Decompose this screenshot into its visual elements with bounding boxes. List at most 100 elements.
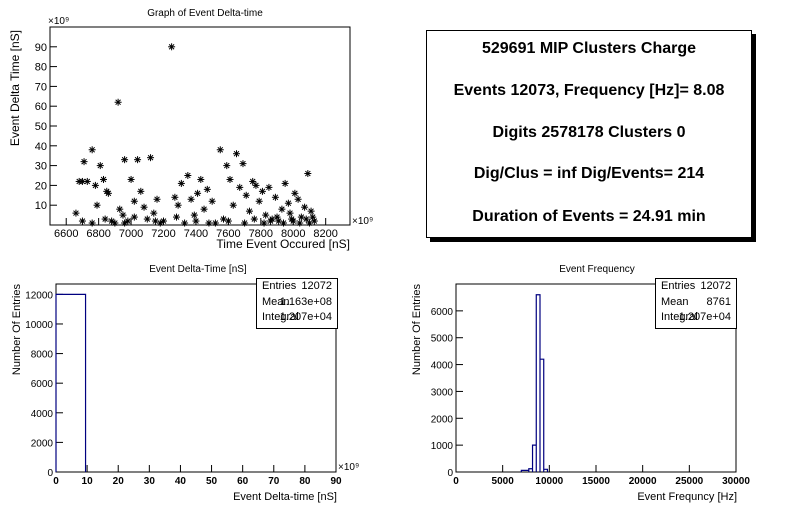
stats-mean-value: 1.163e+08: [279, 296, 332, 308]
stats-mean-label: Mean: [262, 296, 290, 308]
y-tick-label: 12000: [25, 290, 53, 301]
scatter-point: [294, 195, 302, 203]
x-tick-label: 30: [144, 476, 156, 487]
x-tick-label: 8200: [313, 228, 337, 240]
y-tick-label: 10: [35, 200, 47, 212]
scatter-point: [273, 213, 281, 221]
x-tick-label: 7400: [184, 228, 208, 240]
scatter-point: [83, 177, 91, 185]
scatter-title: Graph of Event Delta-time: [147, 8, 263, 19]
frequency-histogram: Event Frequency 0 5000 10000 15000 20000 2500…: [411, 264, 750, 503]
scatter-point: [88, 146, 96, 154]
y-tick-label: 4000: [31, 409, 54, 420]
scatter-point: [153, 195, 161, 203]
scatter-point: [187, 195, 195, 203]
y-tick-label: 5000: [431, 334, 454, 345]
y-tick-label: 30: [35, 161, 47, 173]
scatter-point: [96, 162, 104, 170]
histogram-bins: [520, 294, 549, 472]
delta-hist-x-exponent: ×10⁹: [338, 462, 359, 473]
scatter-point: [78, 217, 86, 225]
scatter-point: [242, 191, 250, 199]
y-tick-label: 6000: [31, 379, 54, 390]
x-tick-label: 30000: [722, 476, 750, 487]
scatter-point: [200, 205, 208, 213]
x-tick-label: 5000: [492, 476, 515, 487]
scatter-point: [267, 217, 275, 225]
scatter-point: [116, 205, 124, 213]
scatter-point: [304, 170, 312, 178]
scatter-point: [194, 189, 202, 197]
stats-integral-value: 1.207e+04: [279, 311, 332, 323]
x-tick-label: 60: [237, 476, 249, 487]
scatter-y-label: Event Delta Time [nS]: [8, 30, 22, 146]
x-tick-label: 20000: [629, 476, 657, 487]
y-tick-label: 90: [35, 42, 47, 54]
x-tick-label: 70: [268, 476, 280, 487]
freq-hist-title: Event Frequency: [559, 264, 635, 275]
scatter-point: [224, 217, 232, 225]
scatter-point: [192, 217, 200, 225]
scatter-point: [172, 213, 180, 221]
scatter-point: [111, 219, 119, 227]
stats-entries-label: Entries: [262, 280, 297, 292]
scatter-point: [190, 211, 198, 219]
x-tick-label: 10: [82, 476, 94, 487]
y-tick-label: 2000: [31, 438, 54, 449]
scatter-point: [255, 197, 263, 205]
summary-line-5: Duration of Events = 24.91 min: [472, 208, 706, 225]
x-tick-label: 7000: [119, 228, 143, 240]
scatter-point: [100, 175, 108, 183]
x-tick-label: 7800: [249, 228, 273, 240]
x-tick-label: 7200: [151, 228, 175, 240]
summary-line-3: Digits 2578178 Clusters 0: [492, 124, 686, 141]
scatter-point: [258, 187, 266, 195]
scatter-point: [160, 217, 168, 225]
freq-hist-y-label: Number Of Entries: [411, 284, 423, 376]
stats-mean-label: Mean: [661, 296, 689, 308]
y-tick-label: 8000: [31, 350, 54, 361]
scatter-point: [208, 197, 216, 205]
scatter-point: [236, 183, 244, 191]
scatter-point: [203, 185, 211, 193]
stats-entries-label: Entries: [661, 280, 696, 292]
summary-line-1: 529691 MIP Clusters Charge: [481, 40, 697, 57]
scatter-point: [140, 203, 148, 211]
scatter-point: [301, 203, 309, 211]
scatter-point: [280, 219, 288, 227]
scatter-point: [151, 217, 159, 225]
freq-hist-stats-box: Entries 12072 Mean 8761 Integral 1.207e+04: [655, 278, 737, 329]
x-tick-label: 7600: [216, 228, 240, 240]
scatter-point: [150, 209, 158, 217]
x-tick-label: 25000: [675, 476, 703, 487]
scatter-point: [226, 175, 234, 183]
scatter-point: [278, 205, 286, 213]
scatter-point: [260, 219, 268, 227]
scatter-point: [265, 183, 273, 191]
scatter-point: [137, 187, 145, 195]
scatter-point: [252, 181, 260, 189]
scatter-point: [114, 98, 122, 106]
scatter-point: [127, 175, 135, 183]
x-tick-label: 10000: [535, 476, 563, 487]
summary-line-4: Dig/Clus = inf Dig/Events= 214: [473, 165, 705, 182]
stats-mean-value: 8761: [706, 296, 731, 308]
scatter-point: [80, 158, 88, 166]
scatter-y-exponent: ×10⁹: [48, 16, 69, 27]
scatter-point: [119, 211, 127, 219]
scatter-point: [168, 43, 176, 51]
x-tick-label: 0: [53, 476, 59, 487]
y-tick-label: 0: [47, 468, 53, 479]
scatter-point: [286, 209, 294, 217]
scatter-point: [307, 207, 315, 215]
x-tick-label: 80: [299, 476, 311, 487]
y-tick-label: 10000: [25, 320, 53, 331]
summary-line-2: Events 12073, Frequency [Hz]= 8.08: [453, 82, 725, 99]
delta-hist-title: Event Delta-Time [nS]: [149, 264, 247, 275]
scatter-point: [72, 209, 80, 217]
scatter-point: [130, 197, 138, 205]
scatter-point: [121, 219, 129, 227]
scatter-point: [229, 201, 237, 209]
x-tick-label: 50: [206, 476, 218, 487]
scatter-point: [197, 175, 205, 183]
